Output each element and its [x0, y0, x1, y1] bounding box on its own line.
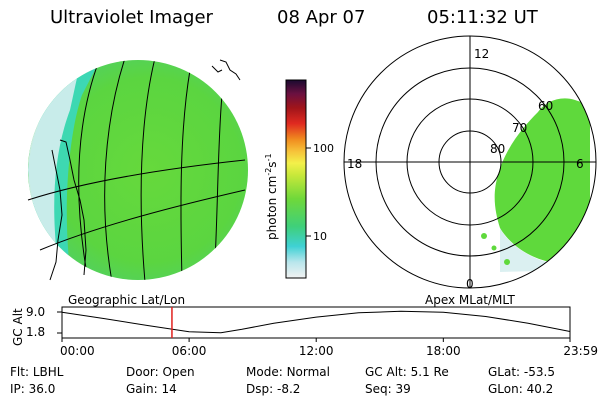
info-door: Door: Open [126, 366, 195, 378]
info-seq-label: Seq: [365, 382, 392, 396]
info-glat-label: GLat: [488, 365, 521, 379]
info-gain: Gain: 14 [126, 383, 177, 395]
info-flt: Flt: LBHL [10, 366, 63, 378]
timeline-xtick-label: 23:59 [563, 344, 598, 358]
polar-aurora-oval [494, 98, 590, 263]
info-mode: Mode: Normal [246, 366, 330, 378]
timeline-xtick-label: 06:00 [172, 344, 207, 358]
page-title: Ultraviolet Imager [50, 7, 213, 28]
info-ip: IP: 36.0 [10, 383, 55, 395]
polar-label-mlt-18: 18 [347, 157, 362, 171]
timeline-ylabel: GC Alt [11, 308, 25, 346]
colorbar-label-sup2: -1 [264, 153, 273, 161]
globe-disc [28, 60, 248, 280]
colorbar-label: photon cm-2s-1 [264, 153, 279, 240]
info-ip-value: 36.0 [28, 382, 56, 396]
info-glon-label: GLon: [488, 382, 523, 396]
globe-coastlines [49, 59, 241, 281]
observation-time: 05:11:32 UT [427, 7, 538, 28]
info-gcalt: GC Alt: 5.1 Re [365, 366, 449, 378]
colorbar-label-mid: s [265, 161, 279, 167]
timeline-ytick-label-bottom: 1.8 [26, 325, 45, 339]
left-map-caption: Geographic Lat/Lon [68, 293, 185, 307]
info-seq: Seq: 39 [365, 383, 411, 395]
colorbar-tick-label-10: 10 [313, 230, 327, 243]
info-door-value: Open [162, 365, 195, 379]
info-gcalt-value: 5.1 Re [410, 365, 449, 379]
colorbar-tick-label-100: 100 [313, 142, 334, 155]
info-mode-label: Mode: [246, 365, 283, 379]
info-glon-value: 40.2 [526, 382, 554, 396]
right-map-caption: Apex MLat/MLT [425, 293, 515, 307]
info-glon: GLon: 40.2 [488, 383, 553, 395]
info-dsp: Dsp: -8.2 [246, 383, 300, 395]
polar-plot: 12 18 6 0 60 70 80 [343, 35, 597, 291]
info-door-label: Door: [126, 365, 159, 379]
timeline-xtick-label: 12:00 [299, 344, 334, 358]
timeline-xticks: 00:00 06:00 12:00 18:00 23:59 [60, 338, 598, 358]
info-gain-value: 14 [161, 382, 177, 396]
info-ip-label: IP: [10, 382, 25, 396]
timeline-frame [61, 306, 571, 339]
timeline-series-line [61, 310, 571, 334]
colorbar: 100 10 photon cm-2s-1 [264, 79, 334, 279]
colorbar-label-sup1: -2 [264, 168, 273, 176]
info-mode-value: Normal [286, 365, 330, 379]
info-flt-label: Flt: [10, 365, 29, 379]
polar-label-mlt-6: 6 [576, 157, 584, 171]
polar-aurora-spot [504, 259, 510, 265]
colorbar-label-main: photon cm [265, 176, 279, 240]
altitude-timeline-chart: GC Alt 9.0 1.8 00:00 06:00 12:00 18:00 23:59 [11, 305, 598, 358]
polar-label-mlat-80: 80 [490, 142, 505, 156]
colorbar-scale [285, 79, 307, 279]
info-gain-label: Gain: [126, 382, 158, 396]
info-dsp-label: Dsp: [246, 382, 274, 396]
polar-label-mlat-70: 70 [512, 121, 527, 135]
polar-aurora-spot [481, 233, 487, 239]
timeline-xtick-label: 18:00 [426, 344, 461, 358]
timeline-xtick-label: 00:00 [60, 344, 95, 358]
info-glat: GLat: -53.5 [488, 366, 555, 378]
globe-image [27, 59, 248, 281]
info-glat-value: -53.5 [523, 365, 555, 379]
info-seq-value: 39 [395, 382, 411, 396]
info-dsp-value: -8.2 [276, 382, 301, 396]
info-gcalt-label: GC Alt: [365, 365, 407, 379]
observation-date: 08 Apr 07 [277, 7, 366, 28]
timeline-ytick-label-top: 9.0 [26, 305, 45, 319]
polar-label-mlt-12: 12 [474, 47, 489, 61]
polar-aurora-spot [491, 245, 497, 251]
polar-label-mlt-0: 0 [466, 277, 474, 291]
polar-label-mlat-60: 60 [538, 99, 553, 113]
info-flt-value: LBHL [32, 365, 64, 379]
globe-latitudes [27, 159, 246, 251]
